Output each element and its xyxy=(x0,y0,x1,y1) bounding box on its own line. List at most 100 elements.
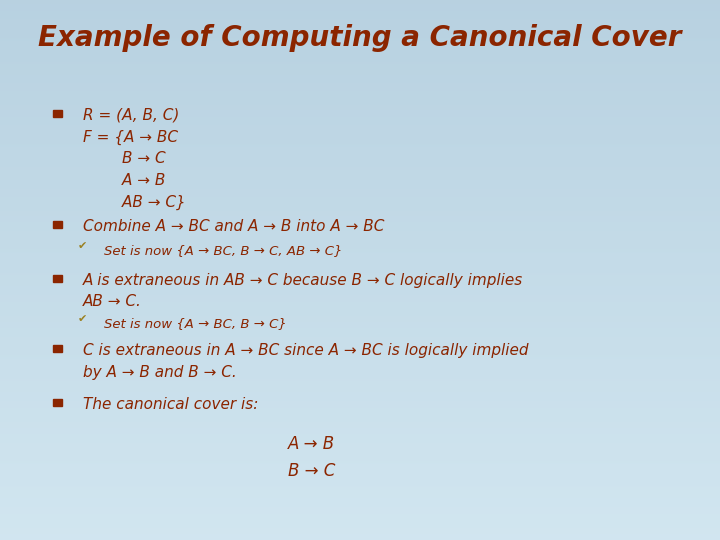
Bar xyxy=(0,356,720,357)
Bar xyxy=(0,346,720,347)
Bar xyxy=(0,131,720,132)
Bar xyxy=(0,464,720,465)
Bar xyxy=(0,391,720,392)
Bar xyxy=(0,41,720,42)
Bar xyxy=(0,73,720,75)
Bar xyxy=(0,27,720,28)
Bar xyxy=(0,309,720,310)
Bar xyxy=(0,325,720,326)
Bar xyxy=(0,171,720,172)
Bar xyxy=(0,512,720,513)
Bar xyxy=(0,293,720,294)
Bar xyxy=(0,473,720,474)
Bar xyxy=(0,522,720,523)
Bar xyxy=(0,461,720,462)
Bar xyxy=(0,206,720,207)
Bar xyxy=(0,459,720,460)
Bar xyxy=(0,262,720,264)
Bar xyxy=(0,537,720,538)
Bar xyxy=(0,472,720,473)
Bar xyxy=(0,440,720,441)
Bar xyxy=(0,124,720,125)
Bar xyxy=(0,470,720,471)
Bar xyxy=(53,275,62,282)
Bar xyxy=(0,151,720,152)
Bar xyxy=(0,359,720,360)
Bar xyxy=(0,176,720,177)
Bar xyxy=(0,373,720,374)
Bar xyxy=(0,203,720,204)
Bar xyxy=(0,35,720,36)
Bar xyxy=(0,435,720,436)
Bar xyxy=(0,340,720,341)
Bar xyxy=(0,488,720,489)
Bar xyxy=(0,495,720,496)
Bar xyxy=(0,273,720,274)
Bar xyxy=(0,322,720,323)
Bar xyxy=(0,190,720,191)
Bar xyxy=(0,329,720,330)
Bar xyxy=(0,457,720,458)
Bar xyxy=(0,335,720,336)
Bar xyxy=(0,265,720,266)
Bar xyxy=(0,417,720,418)
Bar xyxy=(0,514,720,515)
Bar xyxy=(0,134,720,135)
Bar xyxy=(0,261,720,262)
Bar xyxy=(0,474,720,475)
Bar xyxy=(0,28,720,29)
Bar xyxy=(0,297,720,298)
Bar xyxy=(0,33,720,35)
Bar xyxy=(0,122,720,123)
Bar xyxy=(0,166,720,167)
Bar xyxy=(0,118,720,119)
Bar xyxy=(0,205,720,206)
Bar xyxy=(0,260,720,261)
Bar xyxy=(0,390,720,391)
Bar xyxy=(0,55,720,56)
Bar xyxy=(0,258,720,259)
Text: Combine A → BC and A → B into A → BC: Combine A → BC and A → B into A → BC xyxy=(83,219,384,234)
Bar xyxy=(0,467,720,468)
Bar xyxy=(0,366,720,367)
Bar xyxy=(0,312,720,313)
Bar xyxy=(0,274,720,275)
Bar xyxy=(0,357,720,359)
Bar xyxy=(0,410,720,411)
Bar xyxy=(0,105,720,106)
Bar xyxy=(0,10,720,11)
Bar xyxy=(0,98,720,99)
Bar xyxy=(0,315,720,316)
Bar xyxy=(0,528,720,529)
Bar xyxy=(0,428,720,429)
Bar xyxy=(0,411,720,413)
Bar xyxy=(0,338,720,339)
Bar xyxy=(0,82,720,83)
Bar xyxy=(0,70,720,71)
Bar xyxy=(0,354,720,355)
Bar xyxy=(0,501,720,502)
Bar xyxy=(0,518,720,519)
Bar xyxy=(0,214,720,215)
Bar xyxy=(0,424,720,426)
Bar xyxy=(0,8,720,9)
Bar xyxy=(0,200,720,201)
Bar xyxy=(0,375,720,376)
Bar xyxy=(0,1,720,2)
Bar xyxy=(0,152,720,153)
Bar xyxy=(0,149,720,150)
Bar xyxy=(0,453,720,454)
Bar xyxy=(0,433,720,434)
Bar xyxy=(0,253,720,254)
Bar xyxy=(0,32,720,33)
Bar xyxy=(0,376,720,377)
Bar xyxy=(0,394,720,395)
Bar xyxy=(0,517,720,518)
Bar xyxy=(0,232,720,233)
Bar xyxy=(0,311,720,312)
Bar xyxy=(0,219,720,220)
Bar xyxy=(0,106,720,107)
Bar xyxy=(0,460,720,461)
Bar xyxy=(0,22,720,23)
Bar xyxy=(0,102,720,103)
